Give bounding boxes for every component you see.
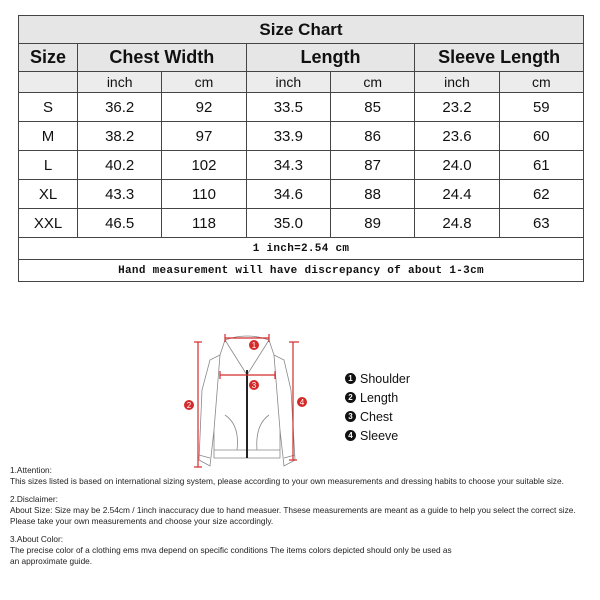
legend-label: Shoulder: [360, 371, 411, 386]
value-cell: 89: [329, 208, 416, 238]
header-sleeve-length: Sleeve Length: [414, 43, 584, 72]
value-cell: 23.2: [414, 92, 500, 122]
jacket-diagram: 1 2 3 4: [184, 334, 307, 468]
unit-label: cm: [161, 71, 247, 93]
table-row: L 40.2 102 34.3 87 24.0 61: [18, 150, 585, 180]
value-cell: 92: [161, 92, 247, 122]
note-text: an approximate guide.: [10, 556, 93, 566]
marker-1: 1: [252, 341, 257, 350]
note-text: This sizes listed is based on internatio…: [10, 476, 564, 486]
value-cell: 102: [161, 150, 247, 180]
legend-label: Sleeve: [360, 428, 399, 443]
legend-item: 3 Chest: [345, 407, 410, 426]
value-cell: 40.2: [76, 150, 163, 180]
measure-markers: 1 2 3 4: [184, 340, 307, 410]
value-cell: 24.4: [414, 179, 500, 209]
units-blank: [18, 71, 78, 93]
value-cell: 35.0: [245, 208, 331, 238]
table-row: XL 43.3 110 34.6 88 24.4 62: [18, 179, 585, 209]
note-heading: 1.Attention:: [10, 465, 52, 475]
note-block: 3.About Color: The precise color of a clo…: [10, 534, 576, 567]
unit-label: cm: [329, 71, 416, 93]
table-row: S 36.2 92 33.5 85 23.2 59: [18, 92, 585, 122]
size-cell: M: [18, 121, 78, 151]
size-cell: XL: [18, 179, 78, 209]
legend-item: 4 Sleeve: [345, 426, 410, 445]
value-cell: 24.8: [414, 208, 500, 238]
value-cell: 88: [329, 179, 416, 209]
legend-item: 1 Shoulder: [345, 369, 410, 388]
size-chart-table: Size Chart Size Chest Width Length Sleev…: [18, 15, 585, 282]
number-badge-icon: 3: [345, 411, 356, 422]
marker-3: 3: [252, 381, 257, 390]
unit-label: inch: [414, 71, 500, 93]
value-cell: 61: [498, 150, 585, 180]
unit-label: inch: [76, 71, 163, 93]
value-cell: 63: [498, 208, 585, 238]
header-length: Length: [245, 43, 416, 72]
measurement-note: Hand measurement will have discrepancy o…: [18, 259, 584, 282]
value-cell: 118: [161, 208, 247, 238]
size-cell: XXL: [18, 208, 78, 238]
measurement-legend: 1 Shoulder 2 Length 3 Chest 4 Sleeve: [345, 369, 410, 445]
notes-section: 1.Attention: This sizes listed is based o…: [10, 465, 576, 574]
value-cell: 85: [329, 92, 416, 122]
number-badge-icon: 4: [345, 430, 356, 441]
note-heading: 3.About Color:: [10, 534, 64, 544]
value-cell: 24.0: [414, 150, 500, 180]
value-cell: 46.5: [76, 208, 163, 238]
legend-label: Length: [360, 390, 399, 405]
number-badge-icon: 1: [345, 373, 356, 384]
number-badge-icon: 2: [345, 392, 356, 403]
value-cell: 62: [498, 179, 585, 209]
unit-label: inch: [245, 71, 331, 93]
measure-lines: [194, 334, 299, 468]
table-row: XXL 46.5 118 35.0 89 24.8 63: [18, 208, 585, 238]
value-cell: 110: [161, 179, 247, 209]
value-cell: 33.9: [245, 121, 331, 151]
marker-2: 2: [187, 401, 192, 410]
jacket-outline: [198, 335, 296, 467]
legend-item: 2 Length: [345, 388, 410, 407]
value-cell: 43.3: [76, 179, 163, 209]
value-cell: 97: [161, 121, 247, 151]
conversion-note: 1 inch=2.54 cm: [18, 237, 584, 260]
unit-label: cm: [498, 71, 585, 93]
note-text: About Size: Size may be 2.54cm / 1inch i…: [10, 505, 576, 515]
size-cell: S: [18, 92, 78, 122]
value-cell: 34.6: [245, 179, 331, 209]
value-cell: 60: [498, 121, 585, 151]
legend-label: Chest: [360, 409, 393, 424]
value-cell: 34.3: [245, 150, 331, 180]
note-block: 1.Attention: This sizes listed is based o…: [10, 465, 576, 487]
note-text: Please take your own measurements and ch…: [10, 516, 274, 526]
table-row: M 38.2 97 33.9 86 23.6 60: [18, 121, 585, 151]
size-cell: L: [18, 150, 78, 180]
value-cell: 36.2: [76, 92, 163, 122]
value-cell: 86: [329, 121, 416, 151]
value-cell: 23.6: [414, 121, 500, 151]
header-chest-width: Chest Width: [77, 43, 247, 72]
value-cell: 33.5: [245, 92, 331, 122]
note-block: 2.Disclaimer: About Size: Size may be 2.5…: [10, 494, 576, 527]
chart-title: Size Chart: [18, 15, 584, 44]
value-cell: 59: [498, 92, 585, 122]
marker-4: 4: [300, 398, 305, 407]
value-cell: 38.2: [76, 121, 163, 151]
value-cell: 87: [329, 150, 416, 180]
header-size: Size: [18, 43, 78, 72]
units-row: inch cm inch cm inch cm: [18, 71, 585, 93]
note-heading: 2.Disclaimer:: [10, 494, 58, 504]
note-text: The precise color of a clothing ems mva …: [10, 545, 452, 555]
